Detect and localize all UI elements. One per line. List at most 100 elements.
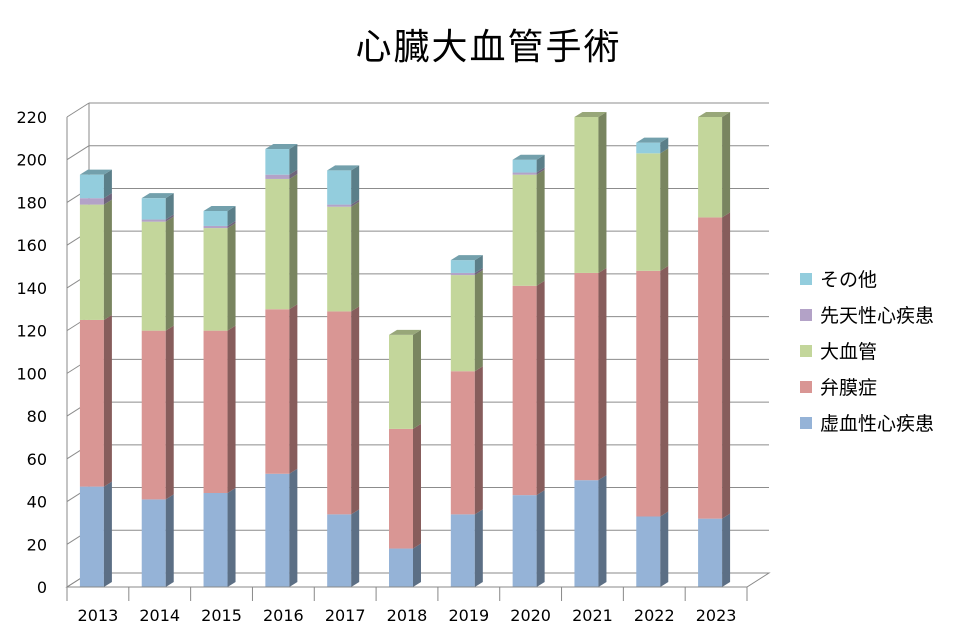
y-tick-label: 160: [16, 236, 47, 255]
y-tick-label: 40: [27, 493, 47, 512]
bar-top: [141, 193, 174, 199]
legend-swatch: [800, 417, 812, 429]
legend-swatch: [800, 381, 812, 393]
y-tick-label: 0: [37, 578, 47, 597]
y-tick-label: 100: [16, 364, 47, 383]
bar-segment: [389, 423, 421, 549]
bar-top: [265, 144, 298, 150]
legend-item: 弁膜症: [800, 377, 877, 399]
legend-item: その他: [800, 269, 877, 291]
bar-segment: [203, 488, 236, 587]
x-tick-label: 2014: [139, 606, 180, 625]
bar-segment: [327, 509, 360, 587]
bar-top: [698, 112, 731, 117]
bar-top: [450, 255, 483, 261]
legend-label: その他: [820, 269, 877, 291]
bar-segment: [203, 220, 236, 229]
x-tick-label: 2018: [387, 606, 428, 625]
bar-segment: [141, 216, 174, 331]
bar-segment: [450, 509, 483, 587]
bar-segment: [141, 214, 174, 222]
bar-segment: [327, 165, 360, 205]
bar-segment: [698, 513, 731, 587]
bar-segment: [512, 490, 545, 587]
bar-segment: [636, 265, 669, 517]
bar-segment: [389, 543, 421, 587]
bar-segment: [636, 137, 669, 154]
legend-item: 虚血性心疾患: [800, 413, 934, 435]
y-tick-label: 60: [27, 450, 47, 469]
bar-segment: [141, 494, 174, 587]
legend-item: 先天性心疾患: [800, 305, 934, 327]
x-tick-label: 2023: [696, 606, 737, 625]
bar-top: [574, 112, 607, 117]
legend-swatch: [800, 309, 812, 321]
x-tick-label: 2016: [263, 606, 304, 625]
bar-segment: [265, 169, 298, 179]
bar-segment: [450, 255, 483, 273]
bar-segment: [203, 206, 236, 226]
bar-segment: [512, 167, 545, 175]
x-tick-label: 2013: [78, 606, 119, 625]
bar-segment: [265, 304, 298, 474]
x-tick-label: 2020: [510, 606, 551, 625]
bar-top: [636, 137, 669, 143]
bar-segment: [327, 201, 360, 312]
bar-segment: [141, 193, 174, 220]
bar-top: [512, 154, 545, 160]
bar-segment: [574, 267, 607, 481]
bar-segment: [450, 267, 483, 276]
y-tick-label: 220: [16, 108, 47, 127]
chart-title: 心臓大血管手術: [355, 27, 622, 68]
legend-label: 先天性心疾患: [820, 305, 934, 327]
bar-segment: [79, 169, 112, 199]
legend-label: 虚血性心疾患: [820, 413, 934, 435]
bar-segment: [265, 144, 298, 175]
bar-segment: [327, 199, 360, 207]
y-tick-label: 200: [16, 151, 47, 170]
bar-segment: [574, 112, 607, 273]
bar-segment: [265, 468, 298, 587]
bar-segment: [327, 306, 360, 515]
bar-segment: [698, 212, 731, 519]
y-axis: 0 20 40 60 80 100 120 140 160 180 200 220: [16, 108, 68, 597]
legend-swatch: [800, 345, 812, 357]
y-tick-label: 180: [16, 193, 47, 212]
x-tick-label: 2021: [572, 606, 613, 625]
x-tick-label: 2015: [201, 606, 242, 625]
bar-top: [79, 169, 112, 175]
bar-segment: [79, 314, 112, 487]
bar-segment: [389, 329, 421, 429]
y-tick-label: 140: [16, 279, 47, 298]
bar-segment: [512, 154, 545, 173]
bar-top: [203, 206, 236, 211]
legend-swatch: [800, 273, 812, 285]
legend-item: 大血管: [800, 341, 877, 363]
bar-segment: [512, 280, 545, 496]
bar-segment: [698, 112, 731, 218]
bar-segment: [203, 223, 236, 331]
bar-segment: [79, 199, 112, 320]
bar-segment: [141, 325, 174, 500]
x-tick-label: 2019: [448, 606, 489, 625]
bar-segment: [574, 475, 607, 587]
bar-segment: [450, 366, 483, 515]
legend-label: 大血管: [820, 341, 877, 363]
bar-top: [327, 165, 360, 171]
x-tick-label: 2022: [634, 606, 675, 625]
bar-segment: [79, 193, 112, 205]
bar-segment: [265, 173, 298, 310]
y-tick-label: 20: [27, 535, 47, 554]
bars: [79, 112, 731, 587]
x-tick-label: 2017: [325, 606, 366, 625]
x-axis: 2013 2014 2015 2016 2017 2018 2019 2020 2021 2022…: [66, 586, 748, 625]
y-tick-label: 120: [16, 322, 47, 341]
bar-segment: [79, 481, 112, 587]
bar-segment: [636, 148, 669, 271]
legend-label: 弁膜症: [820, 377, 877, 399]
bar-top: [389, 329, 421, 335]
bar-segment: [203, 325, 236, 493]
y-tick-label: 80: [27, 407, 47, 426]
